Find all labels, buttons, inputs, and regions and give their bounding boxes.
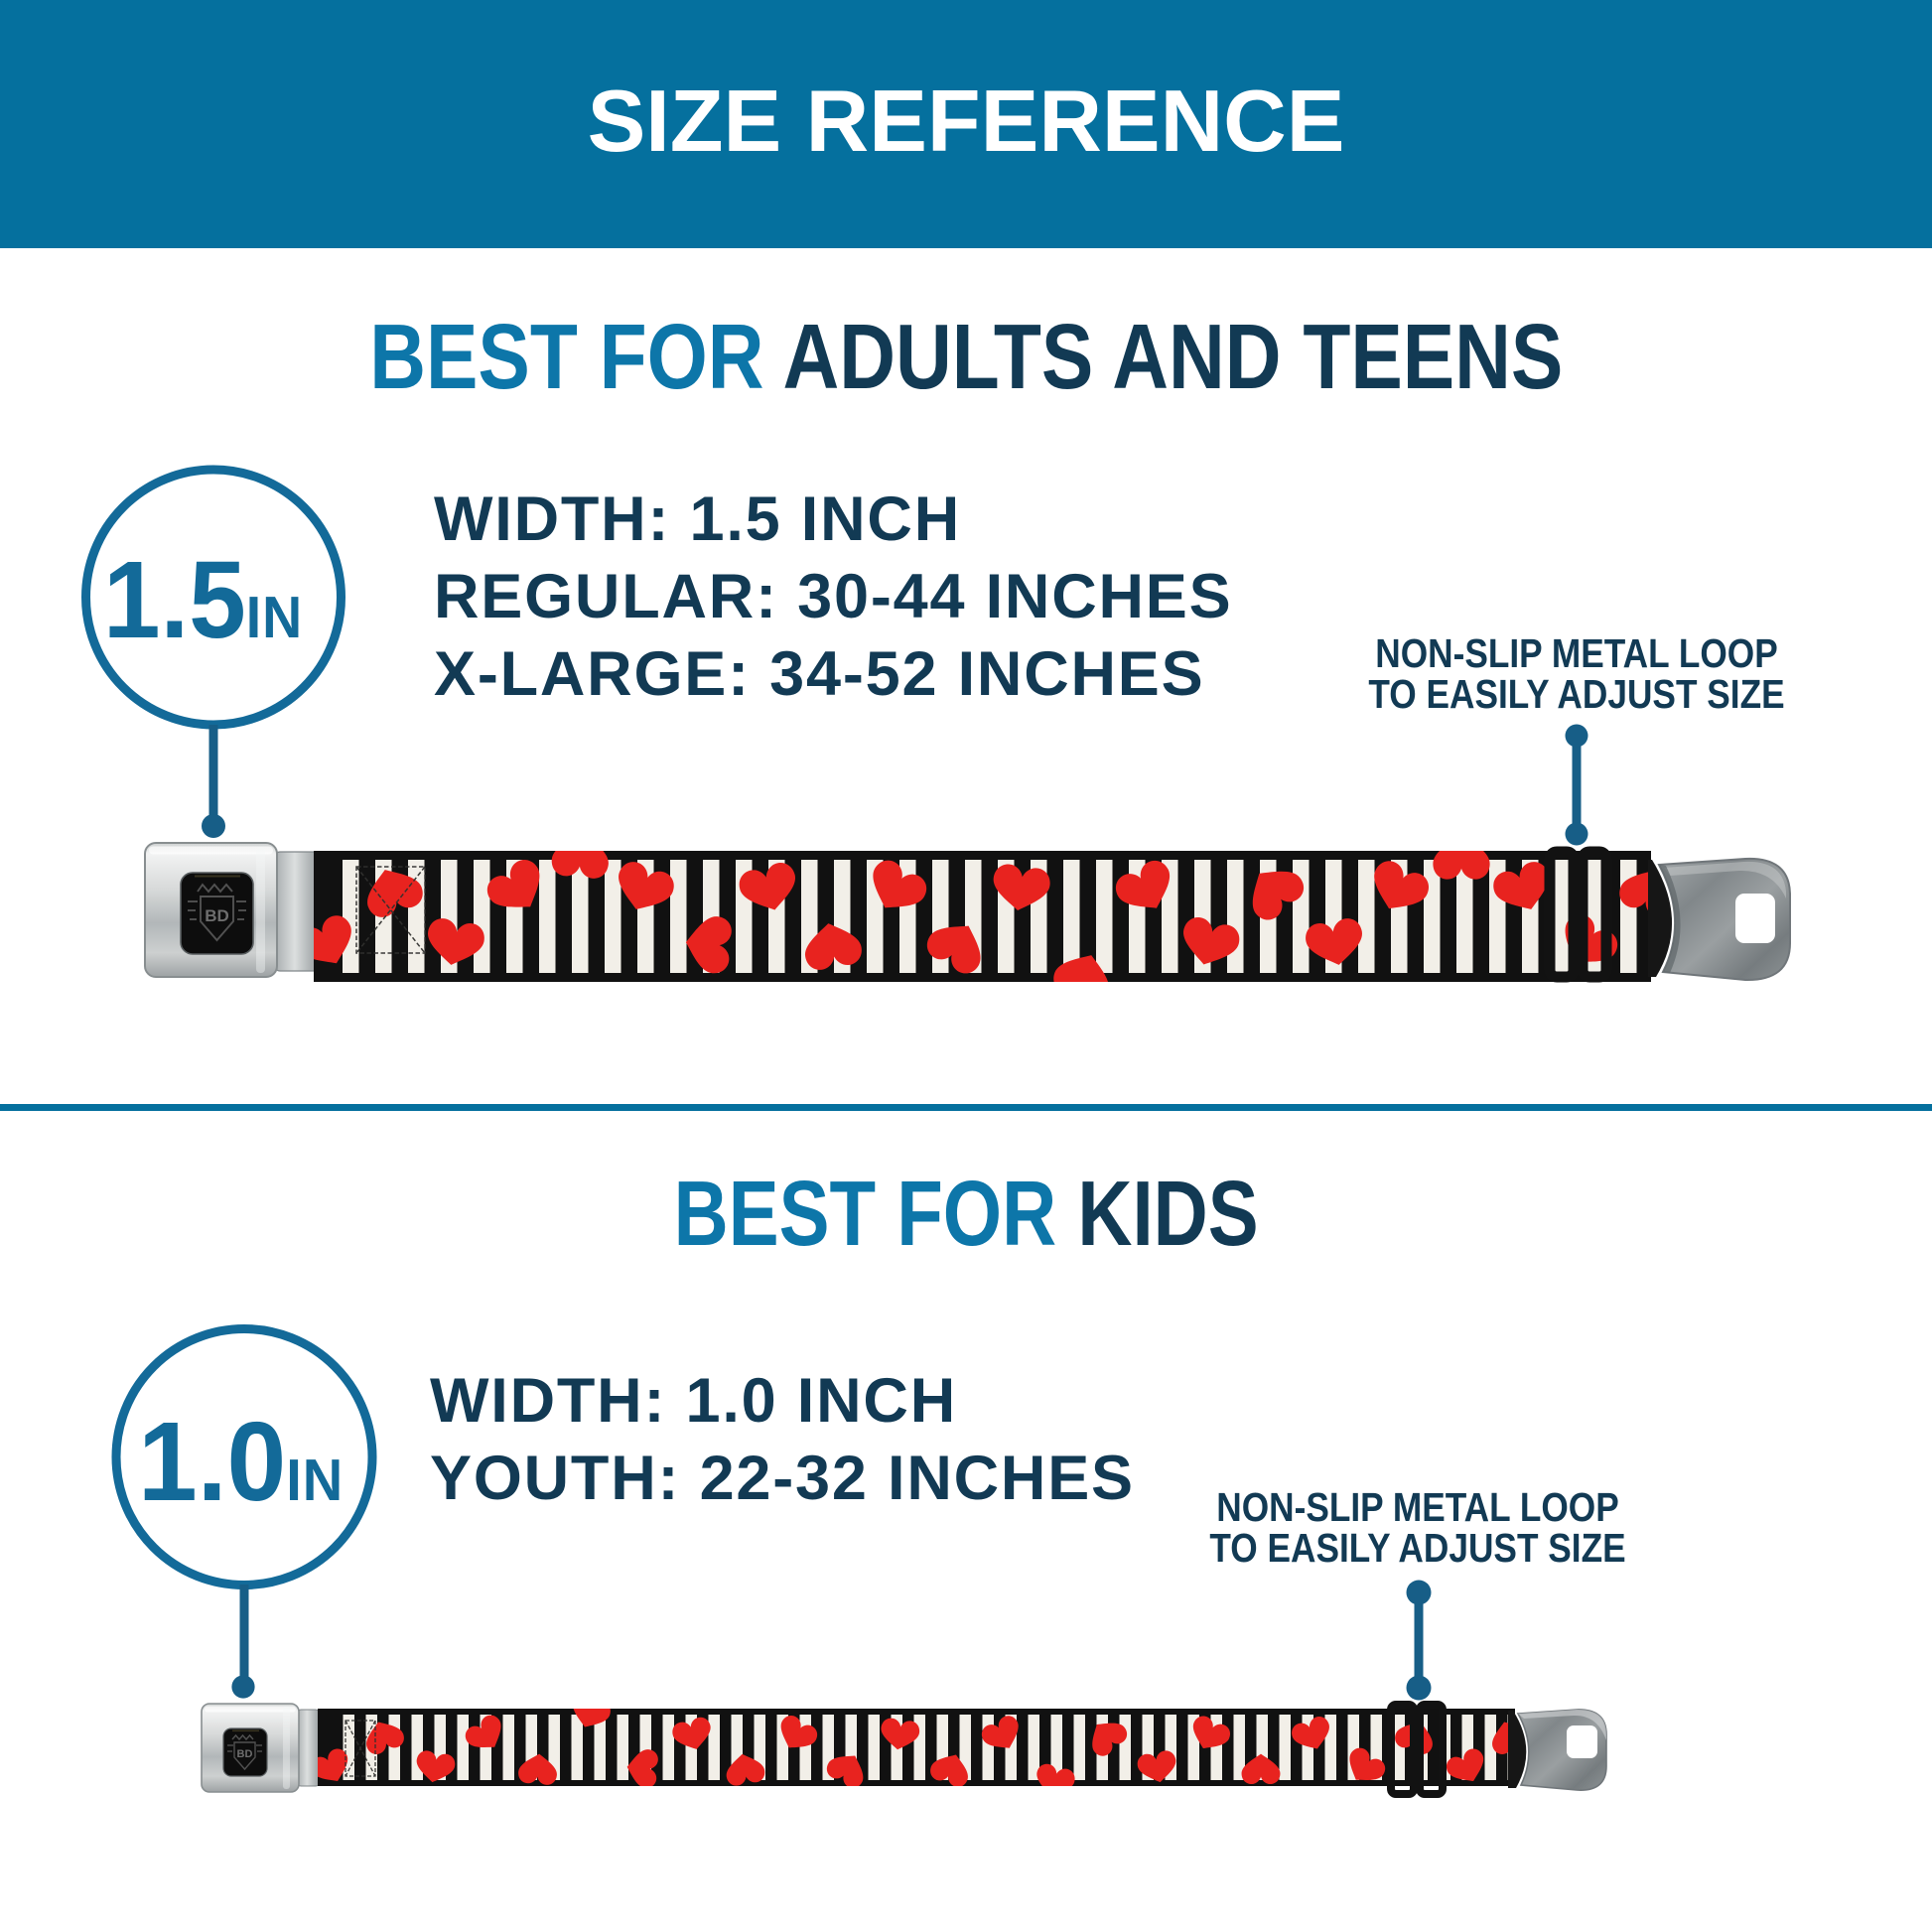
svg-text:BD: BD (205, 906, 229, 925)
svg-text:BD: BD (237, 1748, 253, 1760)
